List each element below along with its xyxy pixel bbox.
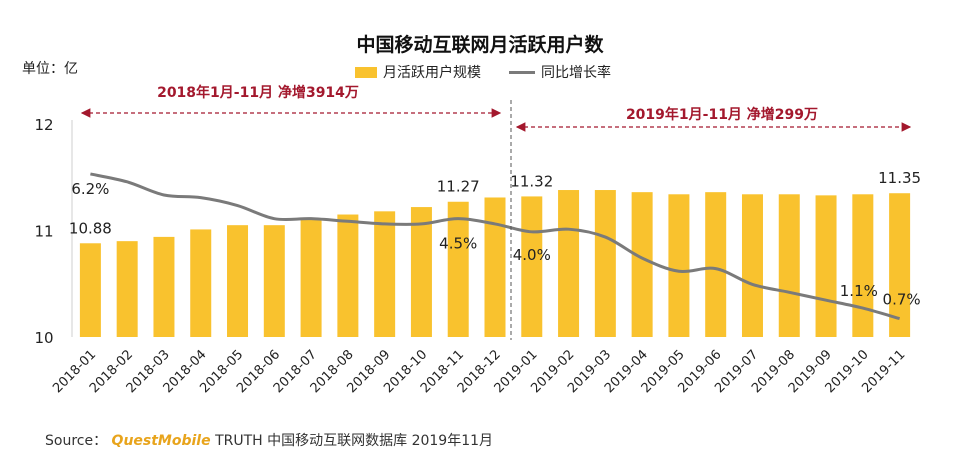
bar-2018-11: [447, 201, 469, 337]
bar-2019-03: [594, 190, 616, 337]
bar-2018-09: [374, 211, 396, 337]
source-suffix: TRUTH 中国移动互联网数据库 2019年11月: [215, 433, 494, 449]
chart-legend: 月活跃用户规模 同比增长率: [355, 62, 611, 82]
line-data-label: 0.7%: [883, 291, 921, 309]
labels-layer: 10.88 11.27 11.32 11.35 6.2% 4.5% 4.0% 1.1% 0.7%: [69, 169, 921, 308]
bar-2018-12: [484, 197, 506, 337]
bar-2018-07: [300, 218, 322, 337]
source-brand: QuestMobile: [111, 433, 211, 449]
line-data-label: 4.0%: [513, 246, 551, 264]
annotation-layer: 2018年1月-11月 净增3914万 2019年1月-11月 净增299万: [80, 80, 912, 340]
bars-layer: [79, 190, 911, 337]
bar-2019-06: [705, 192, 727, 337]
legend-line-swatch: [509, 70, 535, 74]
bar-2018-04: [190, 229, 212, 337]
bar-2018-08: [337, 214, 359, 337]
bar-data-label: 11.32: [510, 172, 553, 190]
bar-2019-09: [815, 195, 837, 337]
source-note: Source： QuestMobile TRUTH 中国移动互联网数据库 201…: [45, 430, 493, 450]
line-layer: [90, 172, 901, 321]
left-annotation-bg: [140, 80, 375, 102]
bar-2019-10: [852, 194, 874, 337]
legend-line-label: 同比增长率: [541, 65, 611, 81]
line-data-label: 1.1%: [840, 282, 878, 300]
y-tick-label: 12: [34, 116, 53, 134]
line-data-label: 4.5%: [439, 235, 477, 253]
right-annotation-bg: [610, 102, 835, 124]
unit-label: 单位：亿: [22, 61, 78, 77]
y-tick-label: 10: [34, 329, 53, 347]
chart-title: 中国移动互联网月活跃用户数: [356, 34, 604, 56]
bar-2018-02: [116, 241, 138, 337]
legend-bar-swatch: [355, 66, 377, 78]
legend-bar-label: 月活跃用户规模: [383, 65, 481, 81]
left-period-annotation: 2018年1月-11月 净增3914万: [157, 84, 359, 101]
bar-2018-03: [153, 236, 175, 337]
bar-2018-01: [79, 243, 101, 337]
bar-data-label: 10.88: [69, 219, 112, 237]
line-data-label: 6.2%: [71, 180, 109, 198]
bar-2019-05: [668, 194, 690, 337]
bar-2019-01: [521, 196, 543, 337]
bar-2019-02: [558, 190, 580, 337]
source-prefix: Source：: [45, 433, 108, 449]
y-tick-label: 11: [34, 223, 53, 241]
right-period-annotation: 2019年1月-11月 净增299万: [626, 106, 818, 123]
bar-2019-07: [741, 194, 763, 337]
bar-2018-06: [263, 225, 285, 337]
bar-data-label: 11.35: [878, 169, 921, 187]
bar-2019-08: [778, 194, 800, 337]
bar-2018-10: [410, 207, 432, 337]
growth-rate-line: [90, 172, 901, 321]
bar-2019-04: [631, 192, 653, 337]
bar-data-label: 11.27: [437, 178, 480, 196]
bar-2019-11: [889, 193, 911, 337]
bar-2018-05: [227, 225, 249, 337]
